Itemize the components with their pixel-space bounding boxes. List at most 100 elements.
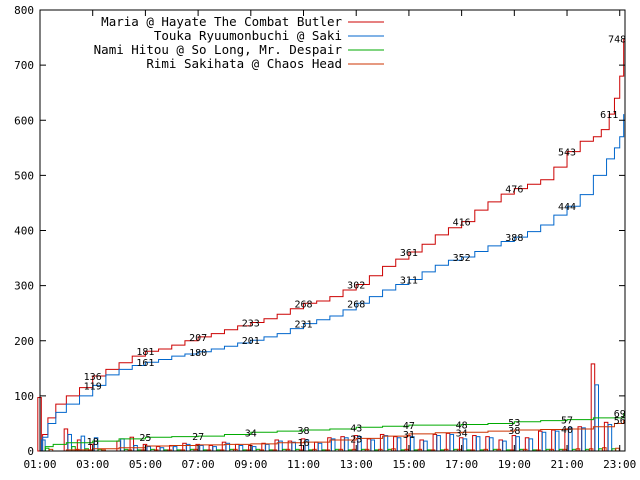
bar xyxy=(449,433,455,452)
data-label: 34 xyxy=(456,428,468,439)
data-label: 43 xyxy=(350,423,362,434)
data-label: 56 xyxy=(614,416,626,427)
data-label: 543 xyxy=(558,148,576,159)
data-label: 16 xyxy=(297,438,309,449)
data-label: 48 xyxy=(456,421,468,432)
x-tick-label: 11:00 xyxy=(287,458,320,471)
data-label: 476 xyxy=(505,185,523,196)
data-label: 352 xyxy=(453,253,471,264)
data-label: 611 xyxy=(600,110,618,121)
y-tick-label: 200 xyxy=(14,335,34,348)
plot-frame xyxy=(39,9,626,452)
data-label: 207 xyxy=(189,333,207,344)
bar xyxy=(80,435,86,452)
bar xyxy=(423,440,428,452)
legend-entry: Maria @ Hayate The Combat Butler xyxy=(101,14,342,29)
bar xyxy=(370,439,376,452)
bar xyxy=(537,430,543,452)
data-label: 161 xyxy=(136,358,154,369)
data-label: 34 xyxy=(245,428,257,439)
data-label: 311 xyxy=(400,276,418,287)
data-label: 268 xyxy=(347,299,365,310)
bar xyxy=(489,437,494,452)
data-label: 31 xyxy=(403,430,415,441)
bar xyxy=(238,444,244,452)
bar xyxy=(590,363,596,452)
bar xyxy=(116,440,121,452)
series-line xyxy=(40,38,625,452)
bar xyxy=(291,441,296,452)
bar xyxy=(554,430,560,452)
data-label: 23 xyxy=(350,434,362,445)
x-tick-label: 09:00 xyxy=(234,458,267,471)
legend-entry: Rimi Sakihata @ Chaos Head xyxy=(146,56,342,71)
data-label: 38 xyxy=(508,426,520,437)
y-tick-label: 500 xyxy=(14,169,34,182)
bar xyxy=(212,446,217,452)
bar xyxy=(502,440,507,452)
x-tick-label: 21:00 xyxy=(550,458,583,471)
x-tick-label: 13:00 xyxy=(340,458,373,471)
data-label: 47 xyxy=(403,421,415,432)
bar xyxy=(133,444,138,452)
data-label: 181 xyxy=(136,347,154,358)
bar xyxy=(63,428,69,452)
y-tick-label: 300 xyxy=(14,280,34,293)
bar xyxy=(551,429,556,452)
y-tick-label: 100 xyxy=(14,390,34,403)
bar xyxy=(528,438,534,452)
series-line xyxy=(40,412,625,452)
x-tick-label: 23:00 xyxy=(603,458,636,471)
data-label: 18 xyxy=(87,437,99,448)
data-labels: 136 181 207 233 268 302 361 416 476 543 611 748 119 1… xyxy=(84,35,626,450)
bar xyxy=(396,437,402,452)
bar xyxy=(317,442,323,452)
hourly-bars xyxy=(37,363,620,452)
bar xyxy=(462,438,468,452)
bar xyxy=(199,444,204,452)
y-tick-label: 0 xyxy=(27,445,34,458)
data-label: 27 xyxy=(192,432,204,443)
data-label: 53 xyxy=(508,418,520,429)
data-label: 444 xyxy=(558,202,576,213)
bar xyxy=(383,435,389,452)
series-line xyxy=(40,114,625,452)
data-label: 388 xyxy=(505,233,523,244)
bar xyxy=(172,446,178,452)
legend-entry: Touka Ryuumonbuchi @ Saki xyxy=(154,28,342,43)
bar xyxy=(475,436,481,452)
series-lines xyxy=(40,38,625,452)
data-label: 69 xyxy=(614,409,626,420)
bar xyxy=(541,431,547,452)
data-label: 231 xyxy=(294,320,312,331)
x-tick-label: 05:00 xyxy=(129,458,162,471)
x-tick-label: 15:00 xyxy=(392,458,425,471)
y-tick-label: 700 xyxy=(14,59,34,72)
data-label: 180 xyxy=(189,348,207,359)
x-tick-label: 01:00 xyxy=(23,458,56,471)
data-label: 38 xyxy=(297,426,309,437)
legend-entry: Nami Hitou @ So Long, Mr. Despair xyxy=(94,42,343,57)
bar xyxy=(436,435,441,452)
data-label: 57 xyxy=(561,416,573,427)
bar xyxy=(472,435,477,452)
y-tick-label: 600 xyxy=(14,114,34,127)
data-label: 25 xyxy=(139,433,151,444)
data-label: 119 xyxy=(84,381,102,392)
axes: 0 100 200 300 400 500 600 700 800 01:00 03:00 05:00… xyxy=(14,4,636,471)
data-label: 416 xyxy=(453,218,471,229)
bar xyxy=(120,438,125,452)
bar xyxy=(445,432,451,452)
x-tick-label: 03:00 xyxy=(76,458,109,471)
bar xyxy=(330,438,336,452)
data-label: 40 xyxy=(561,425,573,436)
bar xyxy=(432,433,438,452)
data-label: 302 xyxy=(347,281,365,292)
x-tick-label: 17:00 xyxy=(445,458,478,471)
bar xyxy=(146,446,152,452)
data-label: 361 xyxy=(400,248,418,259)
x-tick-label: 07:00 xyxy=(182,458,215,471)
y-tick-label: 400 xyxy=(14,225,34,238)
bar xyxy=(274,439,279,452)
